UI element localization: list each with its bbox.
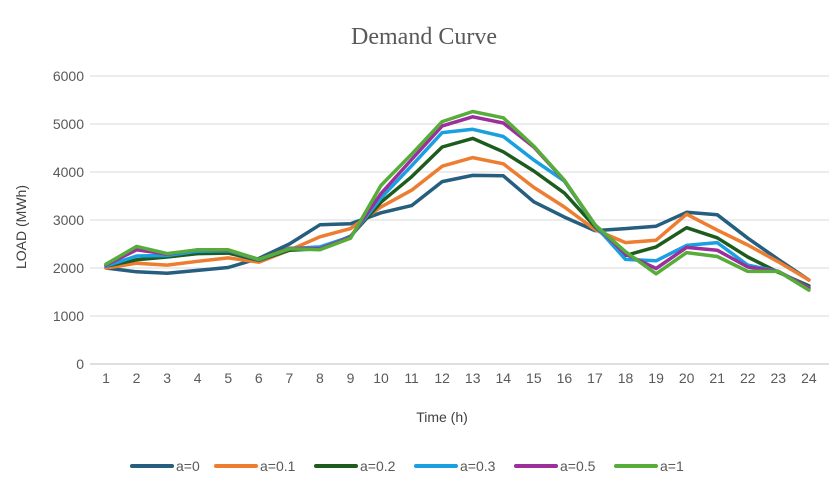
y-tick-label: 1000 (53, 308, 84, 324)
y-tick-label: 6000 (53, 68, 84, 84)
x-tick-label: 21 (709, 370, 725, 386)
y-axis-label: LOAD (MWh) (13, 185, 29, 269)
chart-title: Demand Curve (351, 24, 497, 50)
legend: a=0 a=0.1 a=0.2 a=0.3 a=0.5 a=1 (130, 458, 684, 474)
x-tick-label: 12 (434, 370, 450, 386)
legend-label: a=0 (176, 458, 200, 474)
x-tick-label: 4 (194, 370, 202, 386)
x-tick-label: 1 (102, 370, 110, 386)
y-tick-label: 5000 (53, 116, 84, 132)
x-axis-ticks: 1 2 3 4 5 6 7 8 9 10 11 12 13 14 15 16 17 18 19 20 21 22 23 24 (102, 370, 817, 386)
x-tick-label: 8 (316, 370, 324, 386)
x-tick-label: 23 (771, 370, 787, 386)
x-tick-label: 17 (587, 370, 603, 386)
y-axis-ticks: 0 1000 2000 3000 4000 5000 6000 (53, 68, 84, 372)
legend-label: a=1 (660, 458, 684, 474)
x-tick-label: 3 (163, 370, 171, 386)
x-tick-label: 19 (648, 370, 664, 386)
y-tick-label: 2000 (53, 260, 84, 276)
y-tick-label: 0 (76, 356, 84, 372)
y-tick-label: 4000 (53, 164, 84, 180)
series-line-a-0-1 (104, 155, 811, 282)
legend-label: a=0.1 (260, 458, 296, 474)
x-tick-label: 15 (526, 370, 542, 386)
x-tick-label: 9 (347, 370, 355, 386)
x-tick-label: 20 (679, 370, 695, 386)
legend-label: a=0.3 (460, 458, 496, 474)
x-tick-label: 22 (740, 370, 756, 386)
x-tick-label: 13 (465, 370, 481, 386)
x-tick-label: 10 (373, 370, 389, 386)
series-line-a-1 (104, 109, 811, 292)
series-line-a-0-2 (104, 136, 811, 288)
x-axis-label: Time (h) (416, 409, 468, 425)
x-tick-label: 5 (224, 370, 232, 386)
x-tick-label: 2 (133, 370, 141, 386)
series-line-a-0-3 (104, 127, 811, 290)
legend-label: a=0.2 (360, 458, 396, 474)
x-tick-label: 14 (495, 370, 511, 386)
x-tick-label: 11 (404, 370, 419, 386)
x-tick-label: 16 (557, 370, 573, 386)
x-tick-label: 6 (255, 370, 263, 386)
x-tick-label: 7 (285, 370, 293, 386)
x-tick-label: 18 (618, 370, 634, 386)
y-tick-label: 3000 (53, 212, 84, 228)
x-tick-label: 24 (801, 370, 817, 386)
series-lines (104, 109, 811, 292)
series-line-a-0 (104, 173, 811, 282)
legend-label: a=0.5 (560, 458, 596, 474)
